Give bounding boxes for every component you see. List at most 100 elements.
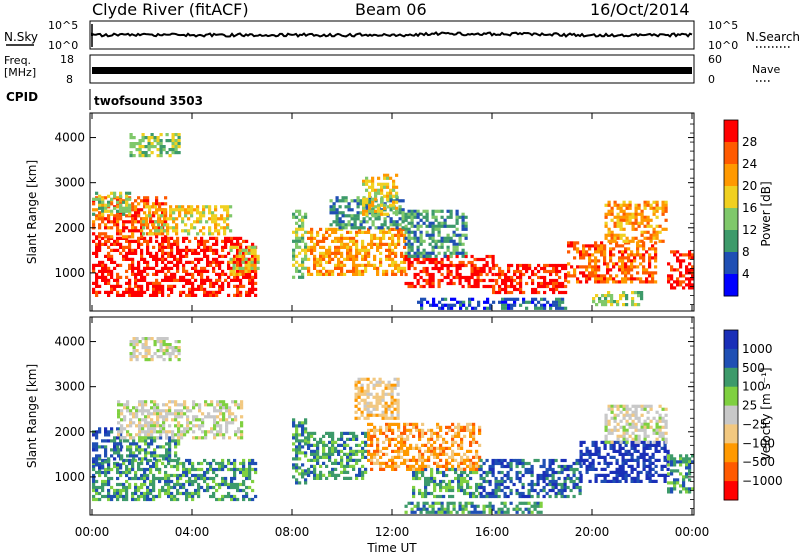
heatmap-cell (427, 464, 431, 468)
heatmap-cell (242, 458, 246, 463)
heatmap-cell (419, 218, 423, 222)
heatmap-cell (101, 212, 105, 216)
heatmap-cell (365, 197, 369, 201)
heatmap-cell (437, 233, 441, 237)
heatmap-cell (370, 440, 374, 444)
heatmap-cell (125, 470, 129, 475)
heatmap-cell (144, 451, 148, 455)
heatmap-cell (134, 491, 138, 496)
heatmap-cell (196, 208, 200, 212)
heatmap-cell (504, 281, 508, 286)
heatmap-cell (322, 254, 326, 258)
heatmap-cell (483, 306, 487, 310)
heatmap-cell (214, 220, 218, 224)
heatmap-cell (334, 263, 338, 267)
heatmap-cell (307, 446, 311, 450)
heatmap-cell (435, 303, 439, 307)
heatmap-cell (446, 209, 450, 213)
heatmap-cell (378, 413, 382, 417)
heatmap-cell (475, 470, 479, 475)
heatmap-cell (346, 248, 350, 252)
heatmap-cell (167, 461, 171, 466)
heatmap-cell (433, 446, 437, 450)
heatmap-cell (406, 449, 410, 453)
heatmap-cell (670, 274, 674, 278)
heatmap-cell (606, 268, 610, 272)
heatmap-cell (652, 200, 656, 204)
heatmap-cell (113, 457, 117, 461)
heatmap-cell (167, 476, 171, 481)
heatmap-cell (610, 297, 614, 301)
heatmap-cell (352, 260, 356, 264)
heatmap-cell (185, 488, 189, 493)
heatmap-cell (361, 470, 365, 474)
heatmap-cell (150, 454, 154, 458)
heatmap-cell (156, 148, 160, 152)
heatmap-cell (172, 211, 176, 215)
heatmap-cell (542, 476, 546, 481)
heatmap-cell (178, 211, 182, 215)
heatmap-cell (634, 215, 638, 219)
heatmap-cell (201, 430, 205, 434)
heatmap-cell (132, 343, 136, 347)
heatmap-cell (407, 230, 411, 234)
heatmap-cell (376, 443, 380, 447)
heatmap-cell (352, 437, 356, 441)
heatmap-cell (391, 437, 395, 441)
heatmap-cell (248, 293, 252, 297)
heatmap-cell (176, 260, 180, 264)
heatmap-cell (384, 401, 388, 405)
heatmap-cell (374, 226, 378, 230)
heatmap-cell (491, 461, 495, 466)
heatmap-cell (518, 479, 522, 484)
heatmap-cell (491, 467, 495, 472)
heatmap-cell (256, 266, 260, 270)
heatmap-cell (200, 242, 204, 246)
heatmap-cell (579, 443, 583, 447)
heatmap-cell (361, 476, 365, 480)
heatmap-cell (137, 287, 141, 291)
heatmap-cell (645, 268, 649, 272)
heatmap-cell (110, 209, 114, 213)
heatmap-cell (248, 257, 252, 261)
heatmap-cell (543, 278, 547, 283)
heatmap-cell (624, 280, 628, 284)
heatmap-cell (418, 455, 422, 459)
heatmap-cell (634, 212, 638, 216)
heatmap-cell (430, 470, 434, 475)
heatmap-cell (428, 251, 432, 255)
heatmap-cell (334, 449, 338, 453)
heatmap-cell (153, 457, 157, 461)
heatmap-cell (188, 476, 192, 481)
heatmap-cell (564, 266, 568, 271)
heatmap-cell (120, 445, 124, 449)
heatmap-cell (98, 194, 102, 198)
heatmap-cell (236, 467, 240, 472)
heatmap-cell (144, 154, 148, 158)
heatmap-cell (328, 449, 332, 453)
heatmap-cell (176, 251, 180, 255)
heatmap-cell (153, 409, 157, 413)
heatmap-cell (552, 266, 556, 271)
heatmap-cell (412, 494, 416, 499)
heatmap-cell (551, 461, 555, 466)
heatmap-cell (125, 485, 129, 490)
heatmap-cell (527, 494, 531, 499)
heatmap-cell (445, 440, 449, 444)
heatmap-cell (498, 272, 502, 277)
heatmap-cell (197, 491, 201, 496)
heatmap-cell (98, 263, 102, 267)
heatmap-cell (531, 290, 535, 295)
heatmap-cell (165, 352, 169, 356)
heatmap-cell (119, 242, 123, 246)
heatmap-cell (301, 421, 305, 425)
heatmap-cell (331, 452, 335, 456)
heatmap-cell (387, 383, 391, 387)
heatmap-cell (236, 293, 240, 297)
heatmap-cell (389, 199, 393, 203)
heatmap-cell (522, 290, 526, 295)
heatmap-cell (448, 425, 452, 429)
heatmap-cell (412, 491, 416, 496)
heatmap-cell (510, 297, 514, 301)
heatmap-cell (245, 239, 249, 243)
